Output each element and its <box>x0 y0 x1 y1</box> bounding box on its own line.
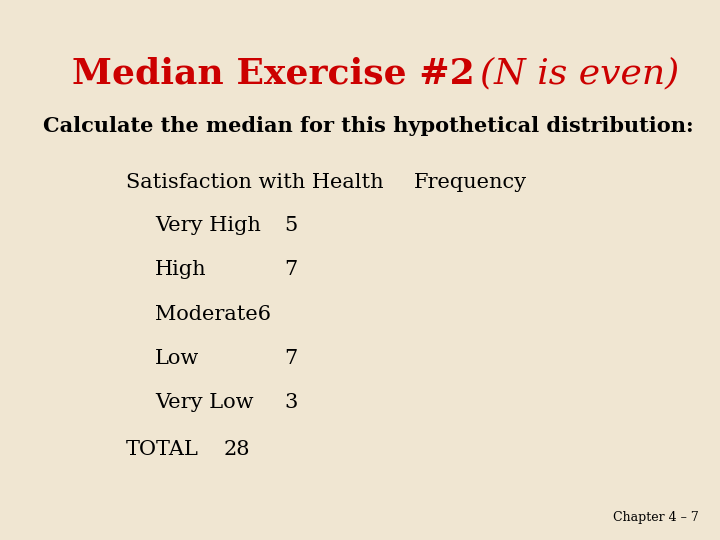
Text: TOTAL: TOTAL <box>126 440 199 459</box>
Text: Satisfaction with Health: Satisfaction with Health <box>126 173 384 192</box>
Text: 5: 5 <box>284 216 297 235</box>
Text: Very Low: Very Low <box>155 393 253 412</box>
Text: Low: Low <box>155 349 199 368</box>
Text: 7: 7 <box>284 349 297 368</box>
Text: High: High <box>155 260 207 279</box>
Text: (N is even): (N is even) <box>457 57 680 91</box>
Text: Moderate6: Moderate6 <box>155 305 271 323</box>
Text: 28: 28 <box>223 440 250 459</box>
Text: 7: 7 <box>284 260 297 279</box>
Text: Calculate the median for this hypothetical distribution:: Calculate the median for this hypothetic… <box>43 116 694 136</box>
Text: Very High: Very High <box>155 216 261 235</box>
Text: Chapter 4 – 7: Chapter 4 – 7 <box>613 511 698 524</box>
Text: Median Exercise #2: Median Exercise #2 <box>72 57 474 91</box>
Text: Frequency: Frequency <box>414 173 527 192</box>
Text: 3: 3 <box>284 393 298 412</box>
